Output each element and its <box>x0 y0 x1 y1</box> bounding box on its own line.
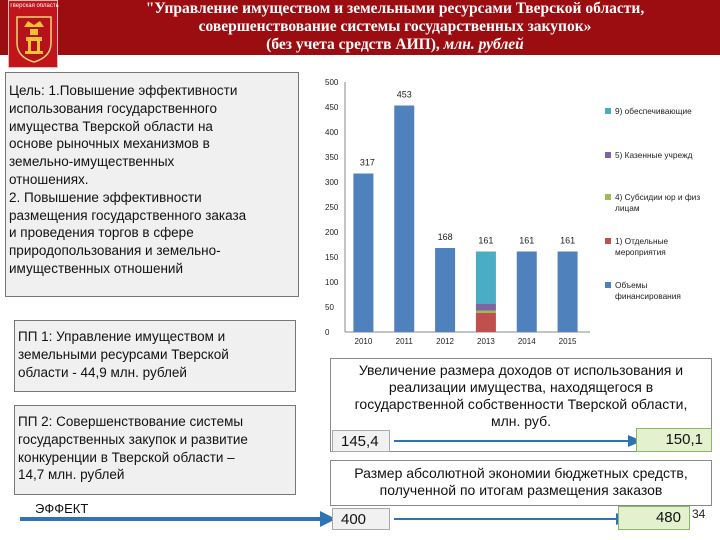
income-line: Увеличение размера доходов от использова… <box>358 362 684 378</box>
goal-line: имущества Тверской области на <box>9 118 213 134</box>
bar-segment <box>475 304 496 311</box>
income-line: млн. руб. <box>491 413 551 429</box>
data-label: 161 <box>478 236 493 246</box>
goal-text: Цель: 1.Повышение эффективности использо… <box>9 82 299 278</box>
header-banner <box>0 0 720 55</box>
legend-label: финансирования <box>615 291 681 301</box>
bar-segment <box>475 313 496 332</box>
legend-swatch <box>605 194 611 200</box>
region-emblem: Тверская область <box>8 0 59 68</box>
goal-line: отношениях. <box>9 171 89 187</box>
legend-label: 4) Субсидии юр и физ <box>615 192 700 202</box>
pp1-line: ПП 1: Управление имуществом и <box>18 329 226 344</box>
pp2-line: государственных закупок и развитие <box>18 431 248 447</box>
legend-label: 9) обеспечивающие <box>615 106 692 116</box>
y-tick-label: 0 <box>325 328 330 337</box>
pp1-box <box>14 320 296 392</box>
goal-box <box>5 72 299 297</box>
bar-segment <box>475 310 496 313</box>
legend-label: Объемы <box>615 280 647 290</box>
data-label: 168 <box>438 232 453 242</box>
savings-to-value: 480 <box>618 506 690 530</box>
legend-label: мероприятия <box>615 247 666 257</box>
title-line-2: совершенствование системы государственны… <box>198 18 592 35</box>
income-from-value: 145,4 <box>332 430 390 452</box>
income-arrow <box>394 435 642 447</box>
goal-line: 1.Повышение эффективности <box>44 83 238 98</box>
pp2-text: ПП 2: Совершенствование системы государс… <box>18 413 296 484</box>
emblem-caption: Тверская область <box>9 3 59 9</box>
income-to-value: 150,1 <box>636 428 712 452</box>
income-line: реализации имущества, находящегося в <box>388 379 654 395</box>
savings-from-value: 400 <box>332 508 390 530</box>
effect-arrow <box>20 511 336 527</box>
x-tick-label: 2011 <box>396 337 414 346</box>
goal-line: размещения государственного заказа <box>9 207 247 223</box>
data-label: 317 <box>360 158 375 168</box>
legend-swatch <box>605 238 611 244</box>
goal-line: основе рыночных механизмов в <box>9 136 210 152</box>
bar-segment <box>557 251 578 332</box>
legend-swatch <box>605 282 611 288</box>
bar-segment <box>353 173 374 332</box>
y-tick-label: 350 <box>325 153 339 162</box>
x-tick-label: 2015 <box>559 337 577 346</box>
page-title: "Управление имуществом и земельными ресу… <box>70 0 720 54</box>
income-line: государственной собственности Тверской о… <box>354 396 688 412</box>
y-tick-label: 200 <box>325 228 339 237</box>
pp1-text: ПП 1: Управление имуществом и земельными… <box>18 328 296 381</box>
pp2-line: ПП 2: Совершенствование системы <box>18 414 244 429</box>
goal-line: земельно-имущественных <box>9 154 175 170</box>
y-tick-label: 150 <box>325 253 339 262</box>
pp2-line: конкуренции в Тверской области – <box>18 449 235 465</box>
effect-label: ЭФФЕКТ <box>35 501 89 516</box>
goal-line: и проведения торгов в сфере <box>9 225 194 241</box>
bar-segment <box>394 105 415 332</box>
y-tick-label: 300 <box>325 178 339 187</box>
data-label: 161 <box>560 236 575 246</box>
savings-line: Размер абсолютной экономии бюджетных сре… <box>354 465 688 481</box>
pp1-line: области - 44,9 млн. рублей <box>18 364 187 380</box>
savings-box: Размер абсолютной экономии бюджетных сре… <box>330 460 712 506</box>
pp1-line: земельными ресурсами Тверской <box>18 346 229 362</box>
title-line-3-text: (без учета средств АИП), <box>266 36 440 53</box>
legend-label: 5) Казенные учрежд <box>615 150 693 160</box>
savings-line: полученной по итогам размещения заказов <box>379 482 663 498</box>
x-tick-label: 2014 <box>518 337 536 346</box>
coat-of-arms-icon <box>16 16 52 63</box>
x-tick-label: 2010 <box>355 337 373 346</box>
data-label: 453 <box>397 90 412 100</box>
goal-label: Цель: <box>9 83 45 98</box>
funding-chart: 0 50 100 150 200 250 300 350 400 450 500 2010 317 20… <box>325 78 700 346</box>
legend-label: 1) Отдельные <box>615 236 669 246</box>
bar-segment <box>516 251 537 332</box>
data-label: 161 <box>519 236 534 246</box>
y-tick-label: 400 <box>325 128 339 137</box>
legend-swatch <box>605 152 611 158</box>
goal-line: 2. Повышение эффективности <box>9 189 202 205</box>
pp2-box <box>14 405 296 495</box>
bar-segment <box>475 251 496 304</box>
savings-arrow <box>394 513 630 525</box>
legend-label: лицам <box>615 203 640 213</box>
title-line-1: "Управление имуществом и земельными ресу… <box>145 0 645 17</box>
page-number: 34 <box>692 507 706 521</box>
y-tick-label: 250 <box>325 203 339 212</box>
title-line-3: (без учета средств АИП), млн. рублей <box>70 36 720 54</box>
goal-line: имущественных отношений <box>9 260 183 276</box>
goal-line: природопользования и земельно- <box>9 243 221 259</box>
x-tick-label: 2013 <box>477 337 495 346</box>
y-tick-label: 100 <box>325 278 339 287</box>
goal-line: использования государственного <box>9 100 217 116</box>
legend-swatch <box>605 108 611 114</box>
y-tick-label: 450 <box>325 103 339 112</box>
y-tick-label: 50 <box>325 303 334 312</box>
bar-segment <box>435 248 456 332</box>
y-tick-label: 500 <box>325 78 339 87</box>
x-tick-label: 2012 <box>436 337 454 346</box>
title-unit: млн. рублей <box>443 36 524 53</box>
pp2-line: 14,7 млн. рублей <box>18 467 125 483</box>
